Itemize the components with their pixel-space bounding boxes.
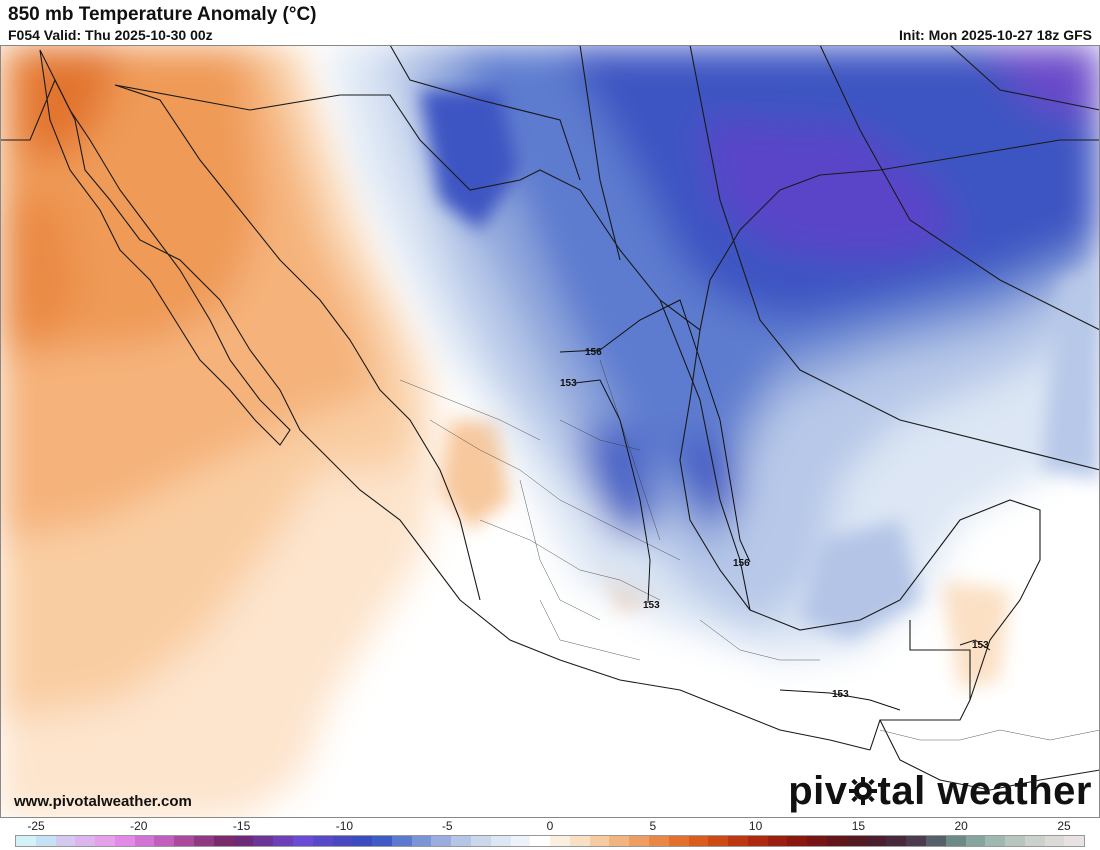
color-legend: -25 -20 -15 -10 -5 0 5 10 15 20 25 [0, 818, 1100, 850]
legend-tick-label: -15 [232, 819, 251, 833]
legend-swatch [886, 836, 907, 846]
legend-swatch [807, 836, 828, 846]
legend-tick-label: 15 [851, 819, 866, 833]
legend-swatch [708, 836, 729, 846]
legend-swatch [1024, 836, 1045, 846]
contour-label: 156 [585, 347, 602, 358]
cold-anomaly-detail [420, 90, 1100, 640]
legend-swatch [75, 836, 96, 846]
legend-swatch [827, 836, 847, 846]
header: 850 mb Temperature Anomaly (°C) F054 Val… [0, 0, 1100, 45]
legend-swatch [253, 836, 274, 846]
legend-swatch [925, 836, 946, 846]
legend-swatch [55, 836, 76, 846]
contour-label: 153 [560, 378, 577, 389]
legend-swatch [609, 836, 630, 846]
legend-tick-label: -25 [27, 819, 45, 833]
legend-swatch [154, 836, 175, 846]
legend-swatch [866, 836, 887, 846]
cold-anomaly-field [330, 45, 1100, 660]
contour-lines [559, 299, 991, 711]
legend-swatch [490, 836, 511, 846]
legend-swatch [846, 836, 867, 846]
legend-swatch [569, 836, 590, 846]
geographic-boundaries [0, 45, 1100, 791]
legend-swatch [728, 836, 748, 846]
legend-swatch [550, 836, 570, 846]
contour-label: 153 [643, 600, 660, 611]
forecast-map[interactable]: 156 153 153 156 153 153 www.pivotalweath… [0, 45, 1100, 818]
legend-swatch [431, 836, 452, 846]
legend-swatch [787, 836, 808, 846]
legend-swatch [273, 836, 293, 846]
legend-swatch [134, 836, 155, 846]
logo-text-right: tal weather [877, 769, 1092, 813]
legend-swatch [747, 836, 768, 846]
legend-swatch [332, 836, 353, 846]
contour-label: 153 [972, 640, 989, 651]
gear-icon [848, 776, 878, 806]
legend-swatch [391, 836, 412, 846]
legend-swatch [233, 836, 254, 846]
legend-swatch [352, 836, 373, 846]
legend-swatch [668, 836, 689, 846]
legend-swatch [767, 836, 788, 846]
legend-swatch [629, 836, 649, 846]
legend-swatch [985, 836, 1006, 846]
legend-swatch [213, 836, 234, 846]
legend-swatch [16, 836, 36, 846]
legend-swatch [1064, 836, 1085, 846]
state-boundaries [399, 359, 1100, 741]
warm-anomaly-field [0, 45, 440, 818]
legend-tick-label: 0 [546, 819, 554, 833]
legend-swatch [906, 836, 926, 846]
legend-swatch [114, 836, 135, 846]
legend-swatch [312, 836, 333, 846]
legend-tick-label: 5 [649, 819, 657, 833]
legend-swatch [589, 836, 610, 846]
legend-tick-label: 25 [1057, 819, 1071, 833]
legend-tick-label: -10 [335, 819, 354, 833]
contour-label: 153 [832, 689, 849, 700]
legend-tick-label: -20 [130, 819, 148, 833]
legend-swatch [372, 836, 392, 846]
legend-swatch [1044, 836, 1065, 846]
legend-color-bar [15, 835, 1085, 847]
legend-swatch [451, 836, 471, 846]
legend-swatch [1005, 836, 1025, 846]
map-title: 850 mb Temperature Anomaly (°C) [8, 4, 317, 25]
legend-swatch [194, 836, 214, 846]
legend-swatch [411, 836, 432, 846]
pivotal-weather-logo: piv tal weather [788, 769, 1092, 814]
valid-time: F054 Valid: Thu 2025-10-30 00z [8, 27, 213, 43]
legend-swatch [688, 836, 709, 846]
legend-tick-label: 20 [954, 819, 968, 833]
logo-text-left: piv [788, 769, 848, 813]
legend-swatch [35, 836, 56, 846]
legend-swatch [174, 836, 195, 846]
legend-swatch [292, 836, 313, 846]
legend-swatch [530, 836, 551, 846]
legend-tick-label: 10 [748, 819, 763, 833]
legend-ticks: -25 -20 -15 -10 -5 0 5 10 15 20 25 [0, 818, 1100, 834]
legend-swatch [649, 836, 669, 846]
legend-swatch [945, 836, 966, 846]
legend-swatch [510, 836, 531, 846]
legend-swatch [965, 836, 986, 846]
legend-swatch [470, 836, 491, 846]
legend-swatch [95, 836, 115, 846]
contour-labels: 156 153 153 156 153 153 [560, 347, 989, 700]
legend-tick-label: -5 [441, 819, 453, 833]
init-time: Init: Mon 2025-10-27 18z GFS [899, 27, 1092, 43]
contour-label: 156 [733, 558, 750, 569]
website-url[interactable]: www.pivotalweather.com [14, 793, 192, 810]
